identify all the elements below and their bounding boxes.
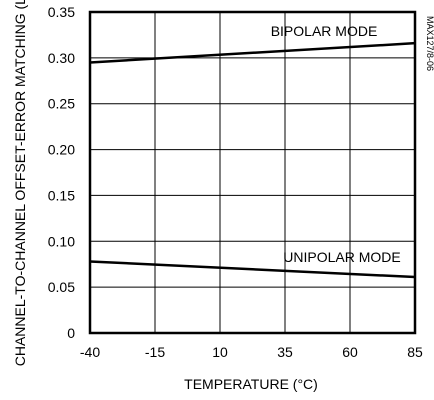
x-tick-label: 85: [407, 344, 423, 360]
y-tick-label: 0.20: [48, 142, 75, 158]
y-axis-label: CHANNEL-TO-CHANNEL OFFSET-ERROR MATCHING…: [12, 0, 28, 366]
series-label: BIPOLAR MODE: [271, 23, 378, 39]
y-tick-label: 0.15: [48, 187, 75, 203]
y-tick-label: 0.05: [48, 279, 75, 295]
x-tick-label: 10: [212, 344, 228, 360]
series-label: UNIPOLAR MODE: [283, 249, 400, 265]
series-labels: BIPOLAR MODE UNIPOLAR MODE: [271, 23, 401, 265]
plot-frame: [88, 10, 417, 335]
y-tick-label: 0.10: [48, 233, 75, 249]
x-tick-label: 35: [277, 344, 293, 360]
x-tick-label: 60: [342, 344, 358, 360]
grid: [90, 12, 415, 333]
x-tick-labels: -40 -15 10 35 60 85: [80, 344, 423, 360]
y-tick-label: 0.25: [48, 96, 75, 112]
y-tick-labels: 0 0.05 0.10 0.15 0.20 0.25 0.30 0.35: [48, 4, 75, 341]
x-tick-label: -40: [80, 344, 100, 360]
x-tick-label: -15: [145, 344, 165, 360]
x-axis-label: TEMPERATURE (°C): [184, 376, 318, 392]
y-tick-label: 0.30: [48, 50, 75, 66]
figure-id: MAX127/8-06: [425, 16, 434, 71]
series-line: [89, 260, 416, 279]
y-tick-label: 0.35: [48, 4, 75, 20]
series-lines: [89, 41, 416, 279]
y-tick-label: 0: [67, 325, 75, 341]
series-line: [89, 41, 416, 64]
